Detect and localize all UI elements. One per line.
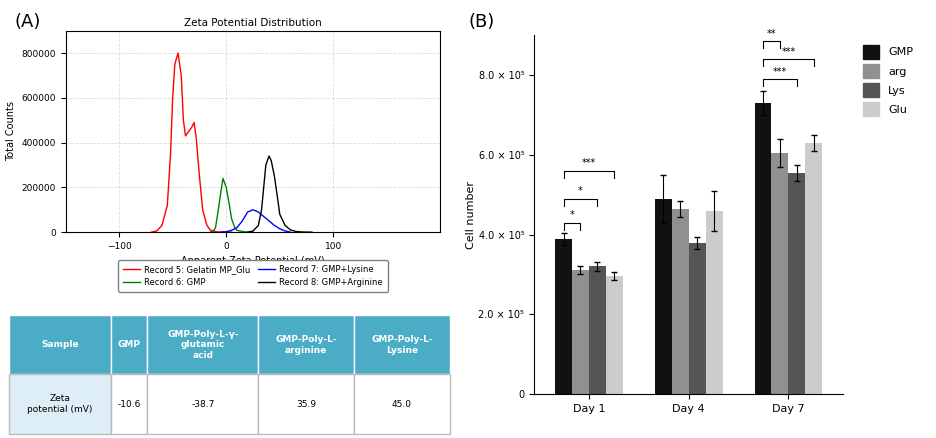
- Text: (A): (A): [14, 13, 40, 31]
- Y-axis label: Total Counts: Total Counts: [6, 102, 16, 161]
- Legend: GMP, arg, Lys, Glu: GMP, arg, Lys, Glu: [857, 41, 916, 120]
- Text: *: *: [569, 210, 574, 220]
- Bar: [688, 243, 705, 394]
- Bar: [571, 271, 589, 394]
- Text: ***: ***: [581, 158, 595, 168]
- Bar: [654, 199, 671, 394]
- Bar: [705, 211, 722, 394]
- Text: **: **: [766, 28, 775, 39]
- Bar: [770, 153, 787, 394]
- Text: ***: ***: [781, 46, 795, 57]
- Legend: Record 5: Gelatin MP_Glu, Record 6: GMP, Record 7: GMP+Lysine, Record 8: GMP+Arg: Record 5: Gelatin MP_Glu, Record 6: GMP,…: [118, 260, 388, 292]
- Bar: [787, 173, 805, 394]
- Bar: [753, 103, 770, 394]
- Bar: [805, 143, 822, 394]
- Bar: [589, 266, 606, 394]
- Title: Zeta Potential Distribution: Zeta Potential Distribution: [183, 18, 322, 28]
- Y-axis label: Cell number: Cell number: [465, 180, 475, 249]
- Text: (B): (B): [468, 13, 494, 31]
- Bar: [671, 208, 688, 394]
- Bar: [554, 239, 571, 394]
- Bar: [606, 276, 622, 394]
- Text: *: *: [578, 186, 582, 196]
- X-axis label: Apparent Zeta Potential (mV): Apparent Zeta Potential (mV): [181, 256, 325, 266]
- Text: ***: ***: [772, 67, 786, 77]
